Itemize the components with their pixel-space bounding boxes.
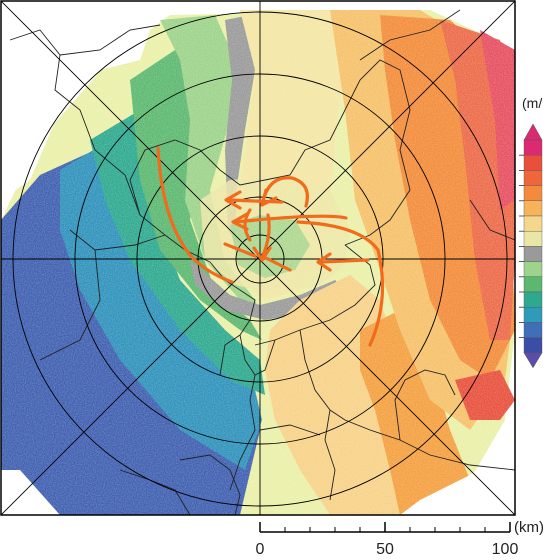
arrow-center-left <box>223 242 257 258</box>
arrow-center-down-head <box>252 246 272 262</box>
velocity-legend: (m/ <box>519 95 543 369</box>
boundary-lines <box>9 9 515 515</box>
legend-color-swatch <box>523 154 543 171</box>
arrow-center-right <box>264 256 292 272</box>
scale-unit-label: (km) <box>514 519 544 536</box>
arrow-east-upper-head <box>231 212 249 231</box>
legend-bottom-triangle <box>523 352 543 369</box>
arrow-center-down <box>260 213 271 260</box>
legend-color-swatch <box>523 185 543 202</box>
arrow-north-west <box>226 198 284 204</box>
arrow-east-upper <box>233 214 348 224</box>
scale-label-100: 100 <box>492 541 519 558</box>
legend-color-swatch <box>523 261 543 278</box>
legend-color-swatch <box>523 337 543 354</box>
legend-color-swatch <box>523 291 543 308</box>
scale-label-50: 50 <box>376 541 394 558</box>
arrow-center-hook <box>243 208 252 242</box>
arrow-east-lower-head <box>316 252 332 272</box>
legend-color-swatch <box>523 246 543 262</box>
legend-color-swatch <box>523 170 543 186</box>
legend-top-triangle <box>523 123 543 141</box>
arrow-east-curve <box>296 220 385 347</box>
legend-color-swatch <box>523 215 543 232</box>
wind-arrows <box>156 146 385 347</box>
scale-bar: (km) 0 50 100 <box>256 519 544 558</box>
legend-color-swatch <box>523 307 543 323</box>
arrow-north-west-head <box>224 190 242 210</box>
legend-color-swatch <box>523 276 543 293</box>
arrow-east-lower <box>318 258 370 264</box>
scale-label-0: 0 <box>256 541 265 558</box>
legend-color-swatch <box>523 322 543 338</box>
map-frame <box>0 0 516 516</box>
range-rings <box>1 1 515 515</box>
legend-color-swatch <box>523 139 543 156</box>
legend-color-swatch <box>523 230 543 247</box>
arrow-west-curve <box>156 146 234 284</box>
legend-unit-label: (m/ <box>522 95 542 111</box>
legend-bars <box>519 139 543 369</box>
legend-color-swatch <box>523 200 543 217</box>
